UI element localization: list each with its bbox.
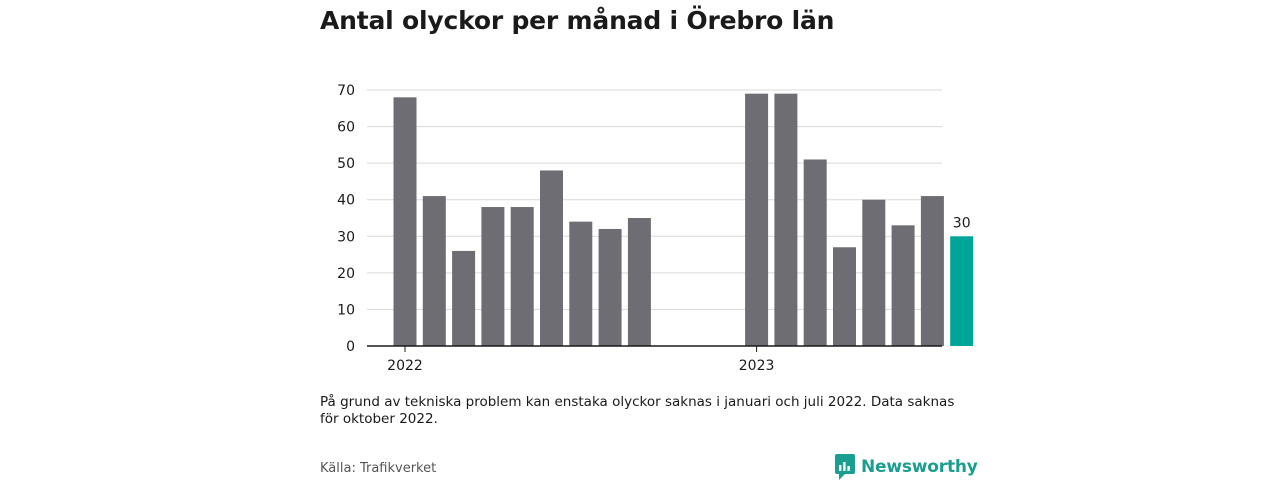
data-label: 30 [953,215,971,231]
bar [393,97,417,346]
bar [422,196,446,346]
bar-highlight [950,236,974,346]
y-tick-label: 10 [337,302,355,318]
y-tick-label: 20 [337,266,355,282]
chart-title: Antal olyckor per månad i Örebro län [320,6,835,35]
bar [862,199,886,346]
bar [569,221,593,346]
y-tick-label: 0 [346,339,355,355]
y-tick-label: 70 [337,83,355,99]
bar-chart: 0 10 20 30 40 50 60 70 30 2022 2023 [337,83,974,374]
y-tick-label: 60 [337,120,355,136]
bar [540,170,563,346]
x-tick-label: 2023 [739,358,775,374]
bar [774,93,798,347]
bar [452,250,476,346]
bar [598,228,622,346]
newsworthy-brand: Newsworthy [835,454,978,480]
bar [833,247,856,346]
source-credit: Källa: Trafikverket [320,461,437,476]
y-tick-label: 50 [337,156,355,172]
bar [891,225,915,346]
bar [920,196,944,346]
bar [745,93,769,347]
x-tick-label: 2022 [387,358,423,374]
bar [510,207,534,346]
y-tick-label: 30 [337,229,355,245]
y-tick-label: 40 [337,193,355,209]
chart-footnote: På grund av tekniska problem kan enstaka… [320,394,955,427]
brand-name: Newsworthy [861,457,978,477]
bar [803,159,827,346]
newsworthy-logo-icon [835,454,855,480]
bar [627,218,651,346]
bar [481,207,505,346]
